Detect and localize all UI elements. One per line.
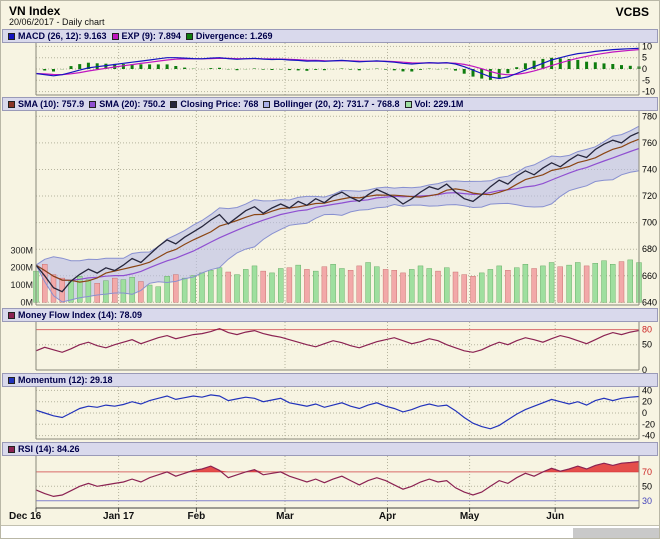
svg-text:-20: -20 xyxy=(642,419,655,429)
x-axis-label: Dec 16 xyxy=(9,511,42,522)
svg-text:740: 740 xyxy=(642,165,657,175)
legend-color-swatch xyxy=(263,100,271,108)
svg-text:5: 5 xyxy=(642,53,647,63)
svg-text:780: 780 xyxy=(642,111,657,121)
svg-text:-5: -5 xyxy=(642,75,650,85)
scrollbar-corner[interactable] xyxy=(573,528,659,538)
svg-text:70: 70 xyxy=(642,467,652,477)
svg-text:0: 0 xyxy=(642,365,647,375)
legend-label: Money Flow Index (14): 78.09 xyxy=(18,310,143,320)
x-axis-label: Mar xyxy=(276,511,294,522)
svg-text:300M: 300M xyxy=(10,245,33,255)
legend-color-swatch xyxy=(8,445,15,453)
svg-text:10: 10 xyxy=(642,41,652,51)
mfi-legend: Money Flow Index (14): 78.09 xyxy=(2,308,658,322)
legend-label: SMA (10): 757.9 xyxy=(18,99,85,109)
x-axis-label: Jun xyxy=(546,511,565,522)
svg-text:700: 700 xyxy=(642,218,657,228)
svg-text:200M: 200M xyxy=(10,263,33,273)
legend-color-swatch xyxy=(111,32,119,40)
legend-color-swatch xyxy=(8,311,15,319)
legend-color-swatch xyxy=(8,376,15,384)
x-axis-label: Apr xyxy=(378,511,397,522)
legend-color-swatch xyxy=(89,100,97,108)
legend-label: MACD (26, 12): 9.163 xyxy=(18,31,107,41)
x-axis-label: Jan 17 xyxy=(103,511,135,522)
svg-text:-10: -10 xyxy=(642,87,655,97)
legend-color-swatch xyxy=(170,100,178,108)
x-axis-labels: Dec 16 Jan 17 Feb Mar Apr May Jun xyxy=(1,510,659,525)
legend-label: Bollinger (20, 2): 731.7 - 768.8 xyxy=(273,99,400,109)
legend-label: SMA (20): 750.2 xyxy=(99,99,166,109)
svg-text:0: 0 xyxy=(642,408,647,418)
svg-text:30: 30 xyxy=(642,496,652,506)
svg-text:0: 0 xyxy=(642,64,647,74)
x-axis-label: Feb xyxy=(187,511,206,522)
svg-text:50: 50 xyxy=(642,481,652,491)
svg-text:-40: -40 xyxy=(642,431,655,441)
svg-text:20: 20 xyxy=(642,397,652,407)
legend-label: RSI (14): 84.26 xyxy=(18,444,80,454)
svg-text:50: 50 xyxy=(642,340,652,350)
svg-text:660: 660 xyxy=(642,271,657,281)
macd-legend: MACD (26, 12): 9.163 EXP (9): 7.894 Diverg… xyxy=(2,29,658,43)
brand-label: VCBS xyxy=(615,5,649,19)
legend-color-swatch xyxy=(8,32,15,40)
svg-text:760: 760 xyxy=(642,138,657,148)
legend-label: Momentum (12): 29.18 xyxy=(18,375,113,385)
svg-text:720: 720 xyxy=(642,191,657,201)
legend-color-swatch xyxy=(404,100,412,108)
legend-label: Closing Price: 768 xyxy=(180,99,259,109)
x-axis-label: May xyxy=(459,511,480,522)
legend-label: EXP (9): 7.894 xyxy=(121,31,181,41)
rsi-legend: RSI (14): 84.26 xyxy=(2,442,658,456)
momentum-legend: Momentum (12): 29.18 xyxy=(2,373,658,387)
svg-text:0M: 0M xyxy=(20,297,33,307)
svg-text:80: 80 xyxy=(642,325,652,335)
svg-text:100M: 100M xyxy=(10,280,33,290)
svg-text:40: 40 xyxy=(642,385,652,395)
price-legend: SMA (10): 757.9 SMA (20): 750.2 Closing Pr… xyxy=(2,97,658,111)
legend-color-swatch xyxy=(8,100,15,108)
svg-text:640: 640 xyxy=(642,297,657,307)
chart-subtitle: 20/06/2017 - Daily chart xyxy=(9,17,105,27)
legend-color-swatch xyxy=(185,32,193,40)
legend-label: Vol: 229.1M xyxy=(414,99,464,109)
legend-label: Divergence: 1.269 xyxy=(195,31,273,41)
chart-title: VN Index xyxy=(9,4,61,18)
svg-text:680: 680 xyxy=(642,244,657,254)
status-bar xyxy=(1,525,659,538)
